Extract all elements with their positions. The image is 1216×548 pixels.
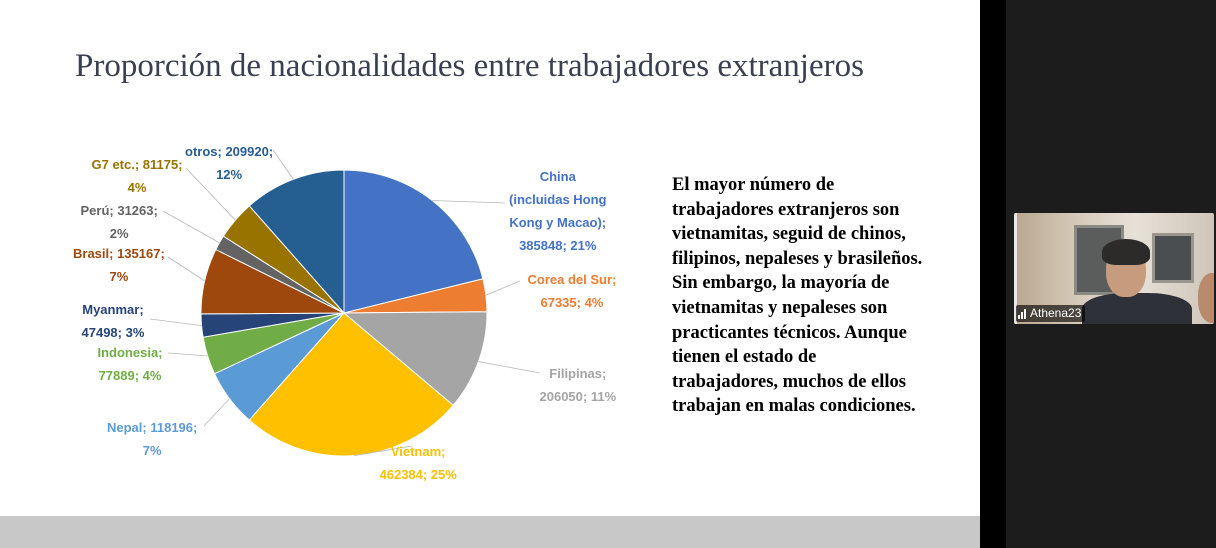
data-label: Nepal; 118196; 7%	[107, 416, 197, 462]
data-label-line: Vietnam;	[390, 444, 446, 459]
bottom-bar	[0, 516, 980, 548]
data-label: Perú; 31263; 2%	[81, 199, 158, 245]
slide-title: Proporción de nacionalidades entre traba…	[75, 48, 864, 84]
data-label-line: Perú; 31263;	[80, 203, 158, 218]
data-label-line: 7%	[142, 443, 162, 458]
participant-name-tag: Athena23	[1016, 305, 1086, 322]
data-label-line: Filipinas;	[549, 366, 607, 381]
data-label-line: G7 etc.; 81175;	[91, 157, 183, 172]
data-label: Filipinas; 206050; 11%	[540, 362, 617, 408]
data-label-line: Myanmar;	[82, 302, 144, 317]
body-text-line: vietnamitas y nepaleses son	[672, 297, 888, 318]
leader-line	[167, 352, 208, 357]
leader-line	[272, 149, 294, 180]
data-label-line: Indonesia;	[97, 345, 163, 360]
data-label-line: China	[539, 169, 576, 184]
data-label-line: 67335; 4%	[540, 295, 604, 310]
data-label: otros; 209920; 12%	[185, 140, 273, 186]
panel-divider	[980, 0, 1006, 548]
video-tile-edge	[1014, 213, 1017, 324]
leader-line	[203, 398, 230, 427]
body-text-line: filipinos, nepaleses y brasileños.	[672, 248, 923, 269]
speaker-hair	[1102, 239, 1150, 265]
data-label-line: 7%	[109, 269, 129, 284]
data-label-line: otros; 209920;	[185, 144, 274, 159]
participant-name: Athena23	[1030, 306, 1082, 320]
body-text-line: practicantes técnicos. Aunque	[672, 322, 907, 343]
data-label: Brasil; 135167; 7%	[73, 242, 165, 288]
data-label-line: (incluidas Hong	[509, 192, 607, 207]
data-label-line: 462384; 25%	[379, 467, 457, 482]
data-label-line: 385848; 21%	[519, 238, 597, 253]
leader-line	[478, 361, 541, 374]
data-label: Myanmar; 47498; 3%	[82, 298, 145, 344]
data-label: China (incluidas Hong Kong y Macao); 385848…	[509, 165, 607, 257]
data-label-line: 4%	[127, 180, 147, 195]
pie-chart	[149, 149, 541, 457]
background-picture	[1152, 233, 1194, 283]
data-label-line: Brasil; 135167;	[73, 246, 165, 261]
presentation-slide	[0, 0, 980, 516]
body-text-line: trabajadores, muchos de ellos	[672, 371, 906, 392]
body-text-line: vietnamitas, seguid de chinos,	[672, 224, 906, 245]
data-label-line: 77889; 4%	[98, 368, 162, 383]
body-text-line: trabajadores extranjeros son	[672, 199, 900, 220]
speaker-body	[1082, 293, 1192, 324]
pie-slice	[342, 311, 488, 407]
leader-line	[149, 318, 202, 326]
body-text-line: trabajan en malas condiciones.	[672, 396, 916, 417]
slide-body-text: El mayor número de trabajadores extranjer…	[672, 173, 962, 419]
background-person	[1198, 273, 1214, 323]
leader-line	[185, 167, 236, 221]
leader-line	[432, 200, 506, 204]
data-label-line: Kong y Macao);	[509, 215, 607, 230]
data-label: Indonesia; 77889; 4%	[98, 341, 163, 387]
data-label-line: 12%	[216, 167, 243, 182]
leader-line	[485, 280, 521, 296]
data-label-line: Corea del Sur;	[527, 272, 617, 287]
data-label-line: 2%	[109, 226, 129, 241]
body-text-line: El mayor número de	[672, 175, 835, 195]
data-label: Vietnam; 462384; 25%	[380, 440, 457, 486]
leader-line	[167, 256, 205, 282]
leader-line	[354, 445, 413, 457]
data-label-line: Nepal; 118196;	[107, 420, 198, 435]
body-text-line: Sin embargo, la mayoría de	[672, 273, 890, 294]
leader-line	[162, 210, 220, 244]
data-label-line: 206050; 11%	[539, 389, 617, 404]
signal-bars-icon	[1018, 308, 1026, 319]
pie-slice	[248, 169, 345, 315]
body-text-line: tienen el estado de	[672, 347, 817, 368]
data-label-line: 47498; 3%	[81, 325, 145, 340]
data-label: G7 etc.; 81175; 4%	[92, 153, 183, 199]
data-label: Corea del Sur; 67335; 4%	[528, 268, 617, 314]
